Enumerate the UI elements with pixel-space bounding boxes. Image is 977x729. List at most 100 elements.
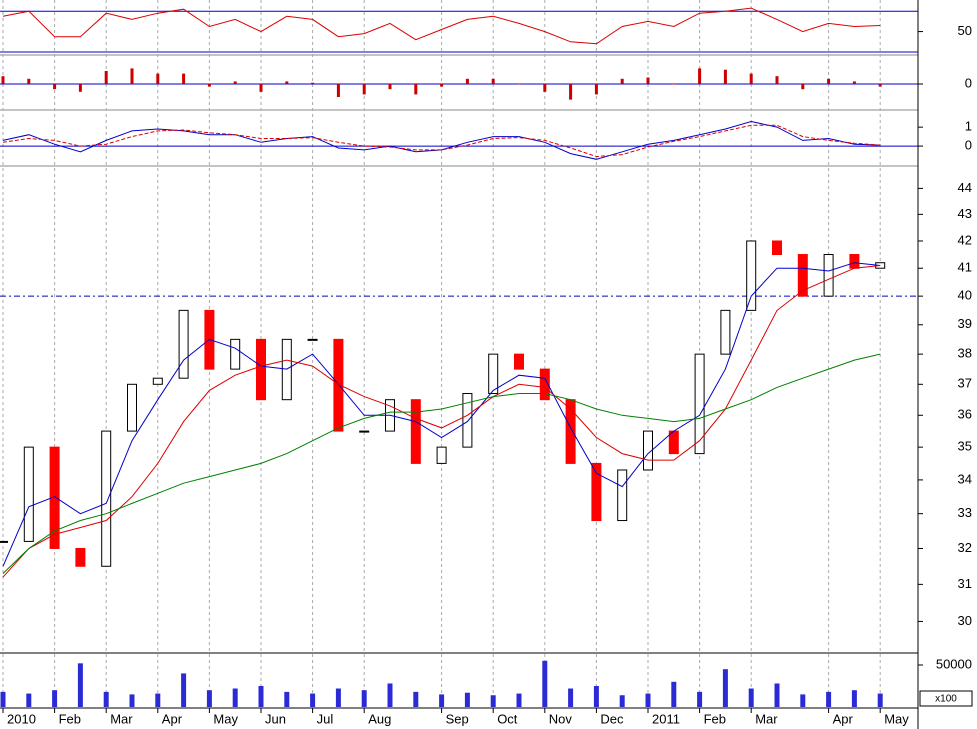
y-tick-label: 0 — [965, 75, 972, 90]
bar — [645, 693, 651, 707]
y-tick-label: 50000 — [936, 656, 972, 671]
y-tick-label: 31 — [958, 576, 972, 591]
bar — [233, 81, 237, 84]
bar — [232, 688, 238, 707]
bar — [52, 690, 58, 707]
candle — [101, 430, 112, 567]
candle — [462, 393, 473, 448]
y-tick-label: 40 — [958, 288, 972, 303]
bar — [181, 673, 187, 707]
candle — [849, 254, 860, 269]
bar — [852, 81, 856, 84]
x-tick-label: Aug — [368, 711, 391, 726]
bar — [77, 663, 83, 707]
x-tick-label: May — [213, 711, 238, 726]
bar — [103, 691, 109, 707]
bar — [335, 688, 341, 707]
unit-box — [919, 690, 973, 707]
candle — [694, 353, 705, 455]
bar — [826, 691, 832, 707]
candle — [256, 338, 266, 401]
candle — [591, 462, 602, 522]
bar — [801, 84, 805, 90]
bar — [722, 669, 728, 707]
candle — [49, 446, 60, 549]
candle — [643, 430, 653, 471]
candle — [720, 309, 731, 355]
bar — [361, 690, 367, 707]
y-tick-label: 41 — [958, 260, 972, 275]
bar — [800, 694, 806, 707]
bar — [284, 691, 290, 707]
bar — [749, 73, 753, 84]
bar — [491, 78, 495, 84]
bar — [671, 681, 677, 707]
candle — [488, 353, 499, 395]
bar — [285, 81, 289, 84]
bar — [310, 693, 316, 707]
bar — [336, 84, 340, 97]
bar — [0, 691, 6, 707]
bar — [517, 84, 521, 85]
y-tick-label: 30 — [958, 613, 972, 628]
bar — [130, 68, 134, 84]
indicator-line — [2, 262, 881, 567]
x-tick-label: Apr — [162, 711, 183, 726]
bar — [207, 84, 211, 87]
x-tick-label: 2010 — [7, 711, 36, 726]
x-tick-label: Apr — [833, 711, 854, 726]
candle — [230, 338, 241, 370]
y-tick-label: 36 — [958, 407, 972, 422]
x-tick-label: Sep — [446, 711, 469, 726]
candle — [797, 254, 808, 297]
y-tick-label: 1 — [965, 119, 972, 134]
bar — [258, 685, 264, 707]
x-tick-label: Feb — [704, 711, 726, 726]
bar — [723, 69, 727, 84]
bar — [593, 685, 599, 707]
y-tick-label: 39 — [958, 316, 972, 331]
candle — [359, 430, 370, 433]
bar — [465, 78, 469, 84]
bar — [775, 76, 779, 84]
candle — [823, 254, 834, 297]
bar — [155, 693, 161, 707]
indicator-line — [2, 265, 881, 578]
bar — [877, 693, 883, 707]
candle — [539, 368, 550, 401]
bar — [439, 694, 445, 707]
bar — [878, 84, 882, 87]
bar — [619, 695, 625, 707]
x-tick-label: Jun — [265, 711, 286, 726]
x-tick-label: 2011 — [652, 711, 680, 726]
y-tick-label: 50 — [958, 23, 972, 38]
candle — [0, 540, 8, 543]
candle — [178, 309, 189, 379]
candle — [127, 383, 137, 432]
bar — [543, 84, 547, 92]
bar — [1, 76, 5, 84]
y-tick-label: 32 — [958, 540, 972, 555]
y-tick-label: 34 — [958, 471, 972, 486]
indicator-line — [2, 7, 881, 45]
bar — [387, 683, 393, 707]
bar — [774, 683, 780, 707]
bar — [414, 84, 418, 95]
bar — [311, 82, 315, 84]
candle — [746, 240, 757, 311]
bar — [26, 693, 32, 707]
bar — [413, 691, 419, 707]
x-tick-label: Mar — [755, 711, 778, 726]
y-tick-label: 35 — [958, 439, 972, 454]
bar — [620, 78, 624, 84]
bar — [594, 84, 598, 95]
bar — [206, 690, 212, 707]
bar — [569, 84, 573, 100]
bar — [259, 84, 263, 92]
y-tick-label: 37 — [958, 376, 972, 391]
x-tick-label: May — [884, 711, 909, 726]
candle — [514, 353, 524, 370]
y-tick-label: 44 — [958, 180, 972, 195]
